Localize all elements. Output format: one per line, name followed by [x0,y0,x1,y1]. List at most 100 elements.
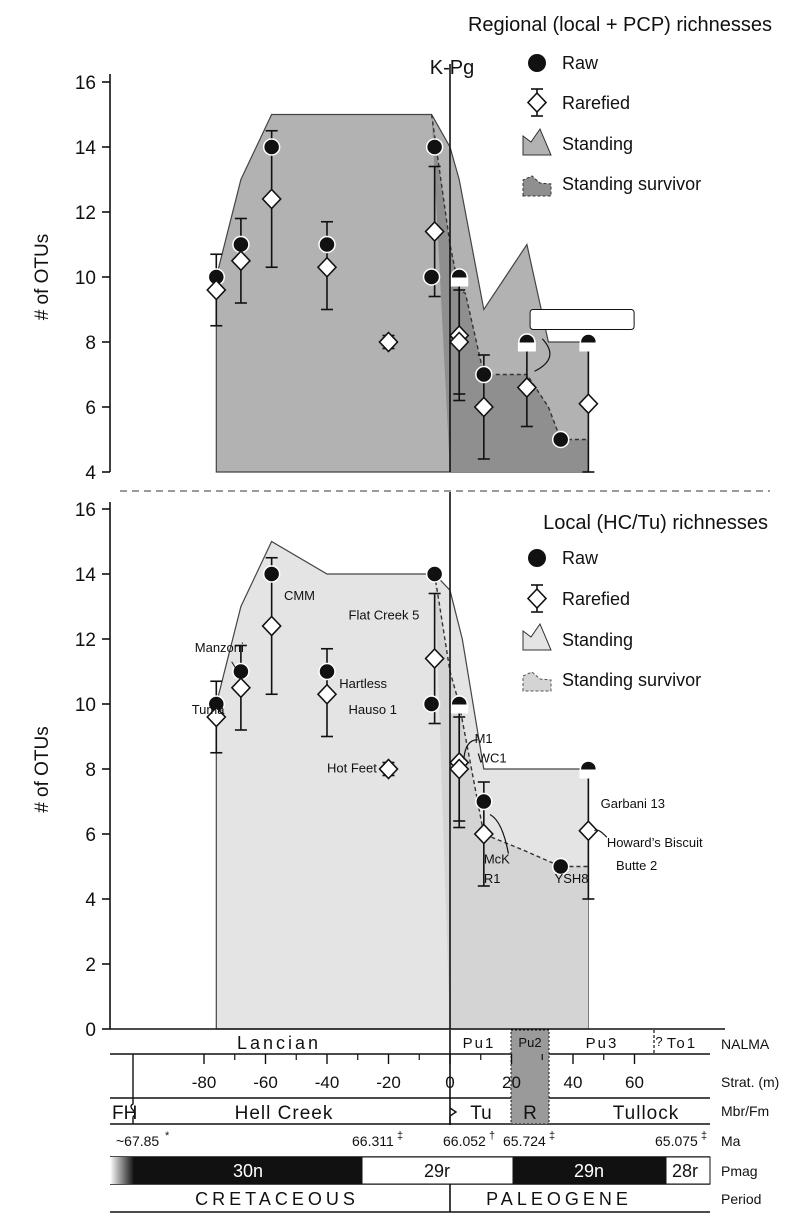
y-tick-label: 12 [75,203,96,224]
rarefied-richness-point [378,331,399,353]
raw-richness-point [422,268,441,286]
y-axis-label: # of OTUs [32,234,53,321]
callout-pointer [534,338,551,372]
site-label: Garbani 13 [601,796,665,811]
local-legend: Raw Rarefied Standing Standing survivor [522,548,701,692]
raw-point-mask [450,277,469,287]
raw-richness-point [318,662,336,681]
nalma-lancian: Lancian [237,1033,321,1053]
hc-tu-boundary [449,1107,458,1124]
site-label: Hartless [339,676,387,691]
legend-raw-label: Raw [562,53,599,73]
pmag-30n-label: 30n [233,1161,263,1181]
rarefied-richness-point [578,393,599,415]
mbr-hell-creek: Hell Creek [235,1103,334,1124]
raw-richness-point [475,365,493,384]
site-label: Butte 2 [616,858,657,873]
period-row-label: Period [721,1191,761,1207]
rarefied-richness-point [206,279,227,301]
ma-value: 65.075 [655,1133,698,1149]
pmag-29n [513,1157,666,1184]
strat-axis-ticks: -80 -60 -40 -20 0 20 40 60 [192,1054,644,1092]
y-tick-label: 4 [85,890,96,911]
nalma-pu2: Pu2 [518,1035,541,1050]
strat-tick-label: 0 [445,1073,454,1092]
legend-survivor-label: Standing survivor [562,670,701,690]
rarefied-richness-point [316,256,338,278]
ma-value: 66.052 [443,1133,486,1149]
site-label: Flat Creek 5 [349,608,420,623]
standing-survivor-area [434,574,589,1029]
raw-point-mask [517,342,536,352]
y-tick-label: 14 [75,565,97,586]
rarefied-richness-point [424,647,445,670]
raw-point-mask [579,342,598,352]
raw-richness-point [262,138,281,156]
legend-rarefied-marker [526,584,548,613]
site-label: M1 [475,731,493,746]
strat-tick-label: 20 [502,1073,521,1092]
raw-richness-point [551,857,570,876]
strat-tick-label: 40 [564,1073,583,1092]
rarefied-richness-point [424,220,445,243]
fh-boundary [130,1098,136,1124]
raw-point-mask [450,704,469,714]
strat-tick-label: -60 [253,1073,278,1092]
standing-survivor-line [433,573,589,868]
y-tick-label: 14 [75,138,97,159]
ma-value: ~67.85 [116,1133,159,1149]
pmag-29r [361,1156,514,1185]
site-label: CMM [284,588,315,603]
rarefied-richness-point [449,331,470,353]
mbr-r: R [523,1103,537,1124]
y-tick-label: 10 [75,268,96,289]
rarefied-richness-point [261,188,282,210]
legend-standing-label: Standing [562,630,633,650]
nalma-pu1: Pu1 [463,1035,496,1052]
site-label: Tuma [192,702,226,717]
y-tick-label: 4 [85,463,96,484]
pmag-fade [110,1157,134,1184]
rarefied-richness-point [449,758,470,780]
raw-richness-point [425,138,444,156]
y-tick-label: 12 [75,630,96,651]
site-label: Hot Feet [327,760,377,775]
rarefied-richness-point [230,250,252,272]
y-tick-label: 16 [75,500,96,521]
ma-mark: * [165,1130,170,1142]
y-tick-label: 6 [85,398,96,419]
site-label: Hauso 1 [349,702,397,717]
pmag-28r [665,1156,711,1185]
ma-row-label: Ma [721,1133,741,1149]
rarefied-richness-point [230,677,252,699]
leader-line [231,661,239,672]
mbr-tu: Tu [470,1103,491,1124]
legend-raw-marker [528,549,546,567]
legend-raw-label: Raw [562,548,599,568]
pmag-28r-label: 28r [672,1161,698,1181]
nalma-to1-query: ? [655,1034,662,1049]
rarefied-richness-point [206,706,227,728]
ma-value: 65.724 [503,1133,546,1149]
legend-standing-label: Standing [562,134,633,154]
legend-raw-marker [528,54,546,72]
m1-pointer [463,739,478,760]
period-cretaceous: CRETACEOUS [195,1189,359,1209]
y-tick-label: 8 [85,333,96,354]
y-tick-label: 10 [75,695,96,716]
y-tick-label: 8 [85,760,96,781]
howards-pointer [594,829,608,838]
ma-mark: ‡ [397,1130,403,1142]
rarefied-richness-point [578,820,599,842]
raw-richness-point [422,695,441,713]
regional-panel-title: Regional (local + PCP) richnesses [468,14,772,36]
kpg-boundary-label: K-Pg [430,57,474,79]
site-label: R1 [484,871,501,886]
y-tick-label: 0 [85,1020,96,1041]
raw-richness-point [475,792,493,811]
ma-mark: ‡ [701,1130,707,1142]
raw-richness-point [425,565,444,583]
legend-survivor-swatch [522,175,552,197]
